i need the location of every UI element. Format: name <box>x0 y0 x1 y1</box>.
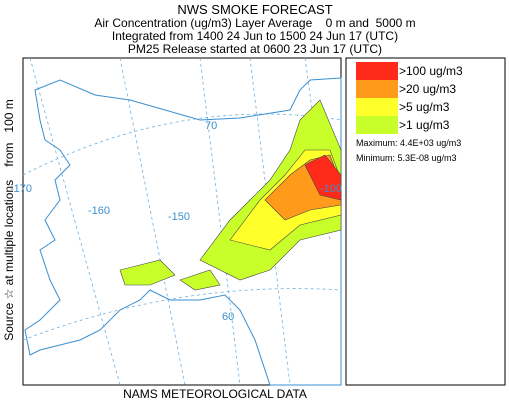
coastline <box>24 77 342 386</box>
legend-label: >1 ug/m3 <box>399 118 450 132</box>
legend-label: >5 ug/m3 <box>399 100 450 114</box>
map-label: 60 <box>222 311 234 323</box>
map-label: -170 <box>10 183 32 195</box>
map-label: 70 <box>205 120 217 132</box>
legend-label: >20 ug/m3 <box>399 82 456 96</box>
subtitle: PM25 Release started at 0600 23 Jun 17 (… <box>128 42 382 56</box>
legend-swatch <box>356 116 398 134</box>
map-label: -100 <box>320 183 342 195</box>
legend-swatch <box>356 98 398 116</box>
legend-swatch <box>356 80 398 98</box>
side-label: Source ☆ at multiple locations from 100 … <box>2 99 16 341</box>
legend-swatch <box>356 62 398 80</box>
map: 70 -170 -160 -150 -100 60 <box>10 57 342 386</box>
smoke <box>119 99 342 291</box>
subtitle: Integrated from 1400 24 Jun to 1500 24 J… <box>112 29 398 43</box>
title: NWS SMOKE FORECAST <box>177 2 332 17</box>
map-label: -150 <box>168 211 190 223</box>
legend-label: >100 ug/m3 <box>399 64 463 78</box>
map-label: -160 <box>88 205 110 217</box>
legend: >100 ug/m3 >20 ug/m3 >5 ug/m3 >1 ug/m3 <box>356 62 463 134</box>
minimum: Minimum: 5.3E-08 ug/m3 <box>356 153 457 163</box>
footer: NAMS METEOROLOGICAL DATA <box>123 387 307 401</box>
subtitle: Air Concentration (ug/m3) Layer Average … <box>94 16 415 30</box>
maximum: Maximum: 4.4E+03 ug/m3 <box>356 138 461 148</box>
